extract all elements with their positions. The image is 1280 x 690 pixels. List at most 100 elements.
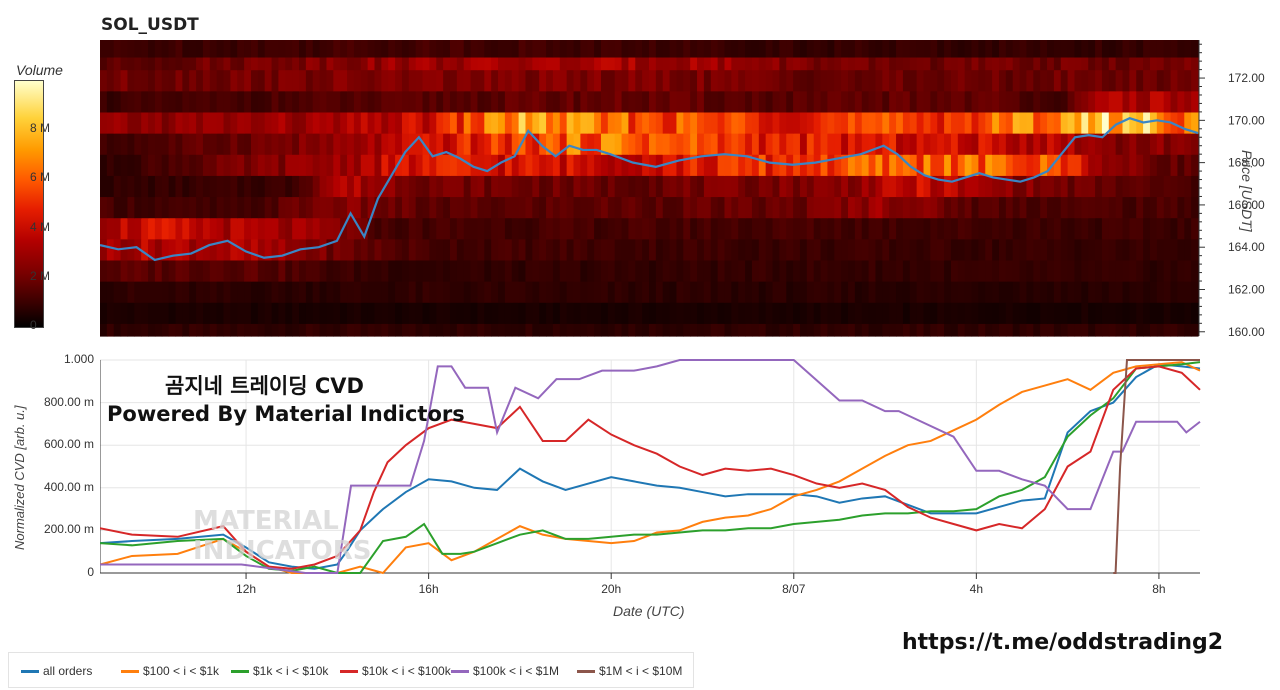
heatmap-cell xyxy=(1047,175,1055,198)
heatmap-cell xyxy=(463,133,472,155)
heatmap-cell xyxy=(1026,111,1034,134)
heatmap-cell xyxy=(1170,111,1179,134)
heatmap-cell xyxy=(381,69,389,92)
heatmap-cell xyxy=(278,69,286,92)
heatmap-cell xyxy=(683,90,691,113)
heatmap-cell xyxy=(532,154,540,176)
heatmap-cell xyxy=(559,69,568,92)
heatmap-cell xyxy=(896,238,904,261)
heatmap-cell xyxy=(333,259,341,282)
heatmap-cell xyxy=(1184,175,1192,198)
heatmap-cell xyxy=(971,69,979,92)
legend-item[interactable]: $10k < i < $100k xyxy=(340,664,451,678)
price-heatmap[interactable]: 160.00162.00164.00166.00168.00170.00172.… xyxy=(100,40,1270,340)
heatmap-cell xyxy=(333,281,341,303)
heatmap-cell xyxy=(141,238,149,261)
heatmap-cell xyxy=(587,133,595,155)
heatmap-cell xyxy=(594,90,602,113)
heatmap-cell xyxy=(552,217,561,240)
heatmap-cell xyxy=(463,40,472,58)
heatmap-cell xyxy=(751,259,760,282)
heatmap-cell xyxy=(683,217,691,240)
heatmap-cell xyxy=(237,323,245,337)
heatmap-cell xyxy=(662,154,671,176)
heatmap-cell xyxy=(1136,302,1144,324)
legend-item[interactable]: $1M < i < $10M xyxy=(577,664,682,678)
heatmap-cell xyxy=(1026,175,1034,198)
heatmap-cell xyxy=(978,56,986,71)
heatmap-cell xyxy=(161,323,170,337)
telegram-link[interactable]: https://t.me/oddstrading2 xyxy=(902,630,1224,655)
heatmap-cell xyxy=(340,69,348,92)
heatmap-cell xyxy=(594,175,602,198)
heatmap-cell xyxy=(518,259,527,282)
overlay-title: 곰지네 트레이딩 CVD xyxy=(165,374,364,398)
heatmap-cell xyxy=(470,69,479,92)
heatmap-cell xyxy=(1012,133,1021,155)
heatmap-cell xyxy=(916,69,925,92)
cvd-chart[interactable] xyxy=(100,355,1210,600)
heatmap-cell xyxy=(1088,238,1096,261)
legend-item[interactable]: $100 < i < $1k xyxy=(121,664,219,678)
heatmap-cell xyxy=(710,302,719,324)
heatmap-cell xyxy=(875,154,883,176)
heatmap-cell xyxy=(861,133,870,155)
heatmap-cell xyxy=(1026,259,1034,282)
heatmap-cell xyxy=(559,154,568,176)
heatmap-cell xyxy=(1108,90,1117,113)
heatmap-cell xyxy=(930,259,938,282)
heatmap-cell xyxy=(614,217,623,240)
heatmap-cell xyxy=(649,69,657,92)
heatmap-cell xyxy=(511,281,520,303)
heatmap-cell xyxy=(882,238,890,261)
heatmap-cell xyxy=(429,175,437,198)
heatmap-cell xyxy=(182,196,190,219)
heatmap-cell xyxy=(902,217,911,240)
heatmap-cell xyxy=(498,302,506,324)
heatmap-cell xyxy=(614,69,623,92)
heatmap-cell xyxy=(202,133,211,155)
heatmap-cell xyxy=(751,323,760,337)
heatmap-cell xyxy=(813,175,822,198)
heatmap-cell xyxy=(422,259,430,282)
heatmap-cell xyxy=(244,217,252,240)
heatmap-cell xyxy=(882,281,890,303)
heatmap-cell xyxy=(230,302,238,324)
heatmap-cell xyxy=(436,56,444,71)
heatmap-cell xyxy=(649,281,657,303)
heatmap-cell xyxy=(134,69,142,92)
heatmap-cell xyxy=(724,238,732,261)
heatmap-cell xyxy=(223,217,231,240)
legend-item[interactable]: all orders xyxy=(21,664,92,678)
heatmap-cell xyxy=(333,56,341,71)
heatmap-cell xyxy=(1074,281,1082,303)
heatmap-cell xyxy=(552,302,561,324)
legend-item[interactable]: $1k < i < $10k xyxy=(231,664,328,678)
heatmap-cell xyxy=(333,302,341,324)
heatmap-cell xyxy=(1101,90,1110,113)
heatmap-cell xyxy=(1047,154,1055,176)
heatmap-cell xyxy=(175,175,183,198)
heatmap-cell xyxy=(168,133,177,155)
heatmap-cell xyxy=(175,238,183,261)
heatmap-cell xyxy=(230,56,238,71)
legend-swatch xyxy=(121,670,139,674)
heatmap-cell xyxy=(230,323,238,337)
heatmap-cell xyxy=(381,281,389,303)
heatmap-cell xyxy=(957,133,966,155)
heatmap-cell xyxy=(923,302,931,324)
heatmap-cell xyxy=(676,90,684,113)
heatmap-cell xyxy=(477,323,485,337)
heatmap-cell xyxy=(669,90,678,113)
legend-item[interactable]: $100k < i < $1M xyxy=(451,664,559,678)
heatmap-cell xyxy=(106,154,115,176)
heatmap-cell xyxy=(875,281,883,303)
heatmap-cell xyxy=(806,302,815,324)
heatmap-cell xyxy=(161,56,170,71)
heatmap-cell xyxy=(937,133,945,155)
heatmap-cell xyxy=(793,217,801,240)
heatmap-cell xyxy=(621,238,630,261)
heatmap-cell xyxy=(1136,259,1144,282)
heatmap-cell xyxy=(443,56,451,71)
heatmap-cell xyxy=(751,111,760,134)
